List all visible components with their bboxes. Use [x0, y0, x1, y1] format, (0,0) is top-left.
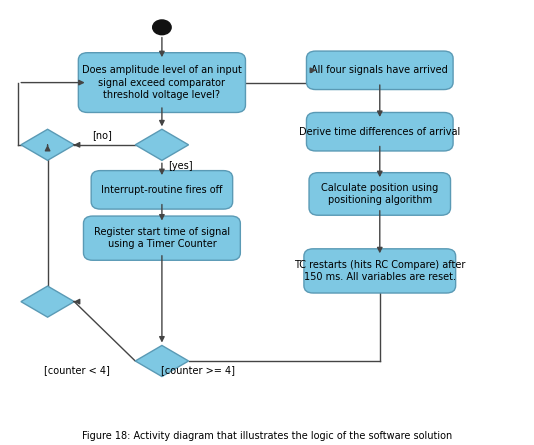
- Polygon shape: [135, 345, 189, 376]
- FancyBboxPatch shape: [78, 53, 246, 113]
- Text: Derive time differences of arrival: Derive time differences of arrival: [299, 127, 460, 137]
- Text: [yes]: [yes]: [169, 161, 193, 171]
- FancyBboxPatch shape: [91, 170, 233, 209]
- FancyBboxPatch shape: [83, 216, 240, 260]
- Polygon shape: [21, 286, 74, 317]
- Text: Calculate position using
positioning algorithm: Calculate position using positioning alg…: [321, 183, 438, 205]
- Text: [no]: [no]: [92, 130, 112, 140]
- Text: Interrupt-routine fires off: Interrupt-routine fires off: [101, 185, 223, 195]
- Text: Figure 18: Activity diagram that illustrates the logic of the software solution: Figure 18: Activity diagram that illustr…: [82, 431, 452, 441]
- Text: Does amplitude level of an input
signal exceed comparator
threshold voltage leve: Does amplitude level of an input signal …: [82, 65, 242, 100]
- Text: [counter >= 4]: [counter >= 4]: [161, 365, 235, 375]
- Text: All four signals have arrived: All four signals have arrived: [311, 65, 448, 75]
- FancyBboxPatch shape: [309, 173, 451, 215]
- FancyBboxPatch shape: [307, 113, 453, 151]
- FancyBboxPatch shape: [304, 249, 456, 293]
- FancyBboxPatch shape: [307, 51, 453, 89]
- Circle shape: [153, 20, 171, 35]
- Polygon shape: [21, 129, 74, 160]
- Text: TC restarts (hits RC Compare) after
150 ms. All variables are reset.: TC restarts (hits RC Compare) after 150 …: [294, 260, 466, 282]
- Text: [counter < 4]: [counter < 4]: [44, 365, 110, 375]
- Polygon shape: [135, 129, 189, 160]
- Text: Register start time of signal
using a Timer Counter: Register start time of signal using a Ti…: [94, 227, 230, 249]
